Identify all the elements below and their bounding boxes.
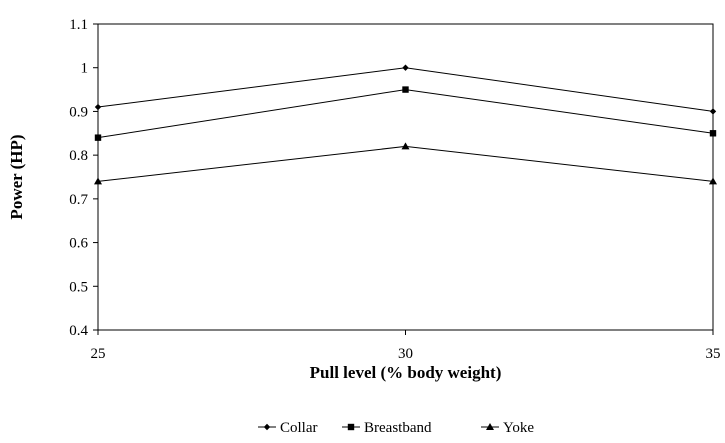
x-tick-label: 35: [706, 346, 721, 362]
y-tick-label: 1.1: [69, 17, 88, 33]
y-tick-label: 1: [81, 61, 89, 77]
legend-marker-collar: [263, 423, 271, 431]
legend-item-breastband: Breastband: [342, 420, 432, 436]
data-point-collar: [94, 103, 102, 111]
y-tick-label: 0.6: [69, 236, 88, 252]
data-point-yoke: [401, 142, 410, 150]
legend-marker-yoke: [486, 423, 494, 430]
series-breastband: [94, 86, 717, 141]
data-point-breastband: [402, 86, 409, 93]
series-collar: [94, 64, 717, 115]
data-point-collar: [402, 64, 409, 71]
data-point-collar: [709, 108, 717, 115]
legend-item-yoke: Yoke: [481, 420, 534, 436]
x-axis-title: Pull level (% body weight): [310, 363, 502, 382]
y-axis: 0.4 0.5 0.6 0.7 0.8 0.9 1 1.1: [69, 17, 98, 339]
y-tick-label: 0.7: [69, 192, 88, 208]
data-point-breastband: [709, 130, 717, 137]
data-point-yoke: [94, 177, 102, 185]
series-layer: [94, 64, 717, 185]
series-yoke: [94, 142, 717, 185]
legend-label-breastband: Breastband: [364, 420, 432, 436]
legend: Collar Breastband Yoke: [258, 420, 534, 436]
x-axis: 25 30 35: [91, 330, 721, 362]
y-tick-label: 0.4: [69, 323, 88, 339]
series-line-yoke: [97, 145, 714, 182]
legend-label-yoke: Yoke: [503, 420, 534, 436]
y-tick-label: 0.9: [69, 104, 88, 120]
y-tick-label: 0.8: [69, 148, 88, 164]
legend-item-collar: Collar: [258, 420, 318, 436]
y-axis-title: Power (HP): [7, 134, 26, 219]
y-tick-label: 0.5: [69, 279, 88, 295]
data-point-yoke: [709, 177, 717, 185]
legend-label-collar: Collar: [280, 420, 318, 436]
data-point-breastband: [94, 134, 102, 141]
x-tick-label: 25: [91, 346, 106, 362]
legend-marker-breastband: [347, 423, 355, 431]
x-tick-label: 30: [398, 346, 413, 362]
series-line-breastband: [97, 89, 714, 139]
